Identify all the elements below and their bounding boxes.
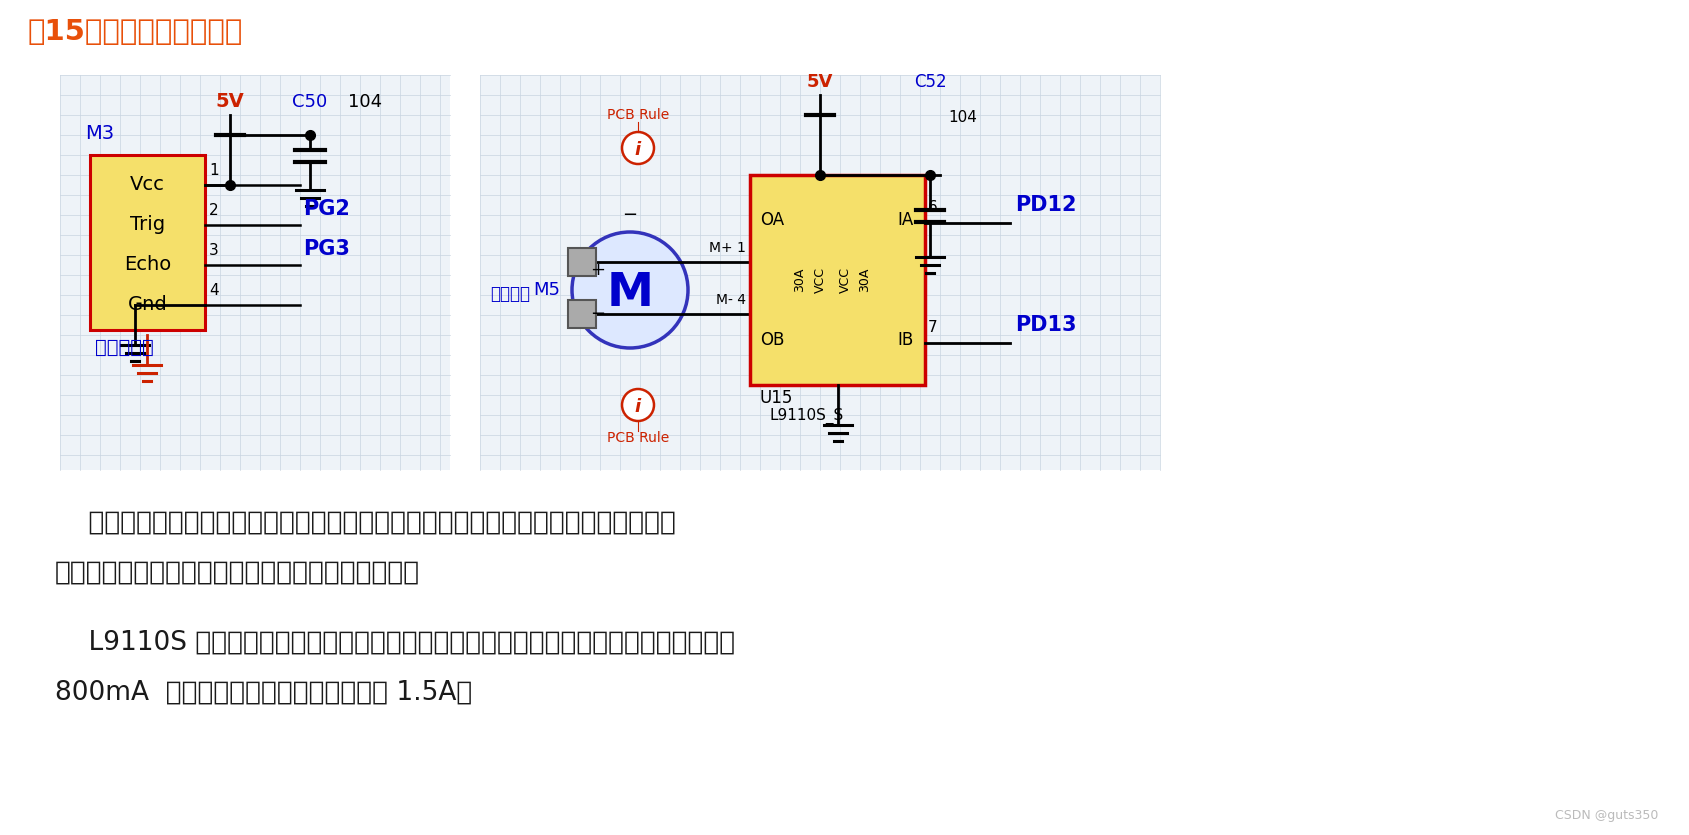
Text: 5V: 5V bbox=[806, 73, 833, 91]
Text: 5V: 5V bbox=[216, 92, 245, 111]
Text: 30A: 30A bbox=[858, 268, 872, 292]
Text: 超声波测距模块是用来测量距离的一种产品，通过发送和就接收超声波，利用时间差: 超声波测距模块是用来测量距离的一种产品，通过发送和就接收超声波，利用时间差 bbox=[56, 510, 676, 536]
Text: +: + bbox=[589, 261, 605, 279]
Text: −: − bbox=[622, 206, 637, 224]
Text: VCC: VCC bbox=[838, 267, 851, 293]
FancyBboxPatch shape bbox=[61, 75, 449, 470]
Circle shape bbox=[571, 232, 687, 348]
Text: 和声音传播速度，计算出模块到前方障碍物的距离。: 和声音传播速度，计算出模块到前方障碍物的距离。 bbox=[56, 560, 421, 586]
Text: CSDN @guts350: CSDN @guts350 bbox=[1554, 809, 1657, 822]
Text: VCC: VCC bbox=[812, 267, 826, 293]
Text: 超声波测距: 超声波测距 bbox=[95, 338, 154, 357]
Text: 7: 7 bbox=[927, 320, 937, 335]
Text: 6: 6 bbox=[927, 200, 937, 215]
Text: U15: U15 bbox=[760, 389, 792, 407]
Text: PG3: PG3 bbox=[302, 239, 350, 259]
Text: 104: 104 bbox=[348, 93, 382, 111]
FancyBboxPatch shape bbox=[568, 248, 596, 276]
Text: OB: OB bbox=[760, 331, 784, 349]
Circle shape bbox=[622, 389, 654, 421]
FancyBboxPatch shape bbox=[480, 75, 1159, 470]
Text: M5: M5 bbox=[532, 281, 559, 299]
Text: L9110S 是为控制和驱动电机设计的两通道推挽式功率。两个输出通道，每通道能通过: L9110S 是为控制和驱动电机设计的两通道推挽式功率。两个输出通道，每通道能通… bbox=[56, 630, 735, 656]
Text: C50: C50 bbox=[292, 93, 328, 111]
Text: PD13: PD13 bbox=[1015, 315, 1076, 335]
Text: Gnd: Gnd bbox=[128, 296, 167, 315]
Text: M: M bbox=[606, 271, 654, 316]
Text: PG2: PG2 bbox=[302, 199, 350, 219]
Text: −: − bbox=[589, 305, 605, 323]
Text: M- 4: M- 4 bbox=[716, 293, 745, 307]
Text: IB: IB bbox=[897, 331, 912, 349]
Circle shape bbox=[622, 132, 654, 164]
FancyBboxPatch shape bbox=[568, 300, 596, 328]
Text: 3: 3 bbox=[209, 243, 218, 258]
Text: 直流电机: 直流电机 bbox=[490, 285, 530, 303]
FancyBboxPatch shape bbox=[750, 175, 924, 385]
Text: 104: 104 bbox=[948, 109, 976, 124]
Text: M+ 1: M+ 1 bbox=[709, 241, 745, 255]
FancyBboxPatch shape bbox=[90, 155, 204, 330]
Text: IA: IA bbox=[897, 211, 912, 229]
Text: 800mA  的持续电流，峰值电流能力可达 1.5A。: 800mA 的持续电流，峰值电流能力可达 1.5A。 bbox=[56, 680, 471, 706]
Text: C52: C52 bbox=[914, 73, 946, 91]
Text: 2: 2 bbox=[209, 203, 218, 218]
Text: （15）超声波、电机模块: （15）超声波、电机模块 bbox=[29, 18, 243, 46]
Text: PD12: PD12 bbox=[1015, 195, 1076, 215]
Text: M3: M3 bbox=[84, 124, 115, 143]
Text: 30A: 30A bbox=[794, 268, 806, 292]
Text: Vcc: Vcc bbox=[130, 175, 166, 195]
Text: Trig: Trig bbox=[130, 215, 166, 235]
Text: i: i bbox=[635, 141, 640, 159]
Text: PCB Rule: PCB Rule bbox=[606, 431, 669, 445]
Text: OA: OA bbox=[760, 211, 784, 229]
Text: L9110S_S: L9110S_S bbox=[770, 408, 844, 424]
Text: Echo: Echo bbox=[123, 256, 171, 275]
Text: i: i bbox=[635, 398, 640, 416]
Text: 4: 4 bbox=[209, 283, 218, 298]
Text: PCB Rule: PCB Rule bbox=[606, 108, 669, 122]
Text: 1: 1 bbox=[209, 163, 218, 178]
